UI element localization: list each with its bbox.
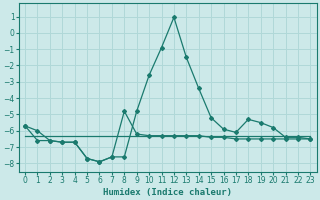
X-axis label: Humidex (Indice chaleur): Humidex (Indice chaleur): [103, 188, 232, 197]
